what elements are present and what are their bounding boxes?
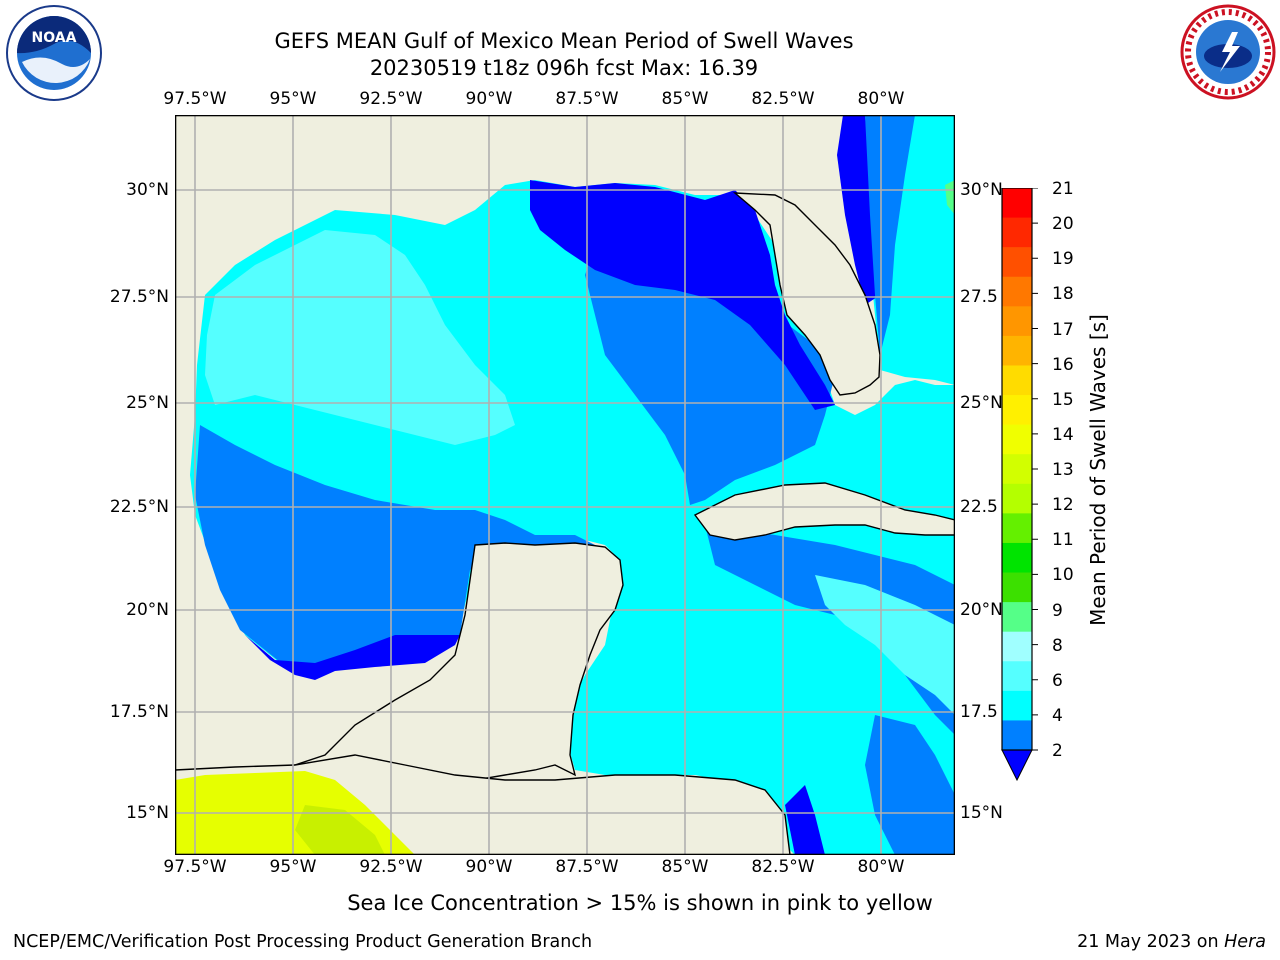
colorbar-segment [1002,542,1032,574]
caribbean-dark-blue [785,785,825,855]
colorbar-segment [1002,483,1032,514]
lat-tick-right: 25°N [960,393,1003,413]
colorbar-segment [1002,690,1032,721]
lon-tick-top: 92.5°W [359,89,423,109]
colorbar-segment [1002,661,1032,692]
noaa-logo-text: NOAA [32,30,77,46]
lon-tick-bottom: 87.5°W [555,857,619,877]
colorbar-tick-label: 4 [1052,705,1063,726]
noaa-logo: NOAA [2,4,106,102]
colorbar-segment [1002,602,1032,633]
colorbar-tick-label: 13 [1052,460,1074,480]
lon-tick-bottom: 90°W [465,857,513,877]
lat-tick-left: 22.5°N [109,497,169,517]
atlantic-mid-blue [865,115,915,355]
colorbar-tick-label: 17 [1052,319,1074,340]
colorbar-segment [1002,247,1032,278]
lon-tick-bottom: 97.5°W [163,857,227,877]
colorbar-extend-arrow [1001,749,1033,782]
colorbar-segment [1002,424,1032,455]
map-frame [175,115,955,855]
colorbar-tick-label: 18 [1052,284,1074,305]
lon-tick-bottom: 80°W [857,857,905,877]
lon-tick-top: 87.5°W [555,89,619,109]
colorbar-segment [1002,454,1032,485]
lat-tick-right: 17.5 [960,702,998,722]
caribbean-mid-blue [705,525,955,735]
footer-producer: NCEP/EMC/Verification Post Processing Pr… [13,932,593,952]
colorbar-tick-label: 6 [1052,670,1063,691]
footer-date: 21 May 2023 on Hera [1077,932,1266,952]
chart-title: GEFS MEAN Gulf of Mexico Mean Period of … [274,29,854,53]
colorbar-segment [1002,572,1032,603]
lat-tick-right: 20°N [960,600,1003,620]
dark-blue-campeche [245,635,460,680]
colorbar-tick-label: 11 [1052,530,1074,551]
colorbar-tick-label: 20 [1052,214,1074,235]
colorbar-tick-label: 19 [1052,249,1074,270]
florida-land [732,192,881,396]
lat-tick-left: 27.5°N [109,287,169,307]
lat-tick-right: 22.5 [960,497,998,517]
dark-blue-northeast [530,180,835,410]
colorbar-segment [1002,631,1032,662]
colorbar-segment [1002,395,1032,426]
colorbar-ticks: 21 20 19 18 17 16 15 14 13 12 11 10 9 8 6 4 2 [1052,179,1112,779]
lat-tick-left: 17.5°N [109,702,169,722]
colorbar-tick-label: 9 [1052,600,1063,621]
graticule [175,115,955,855]
lon-tick-top: 82.5°W [751,89,815,109]
lat-tick-left: 25°N [126,393,169,413]
cuba-land [693,482,955,541]
map-plot [175,115,955,855]
lon-tick-bottom: 95°W [269,857,317,877]
lat-tick-right: 30°N [960,180,1003,200]
colorbar [1000,188,1040,784]
colorbar-segment [1002,513,1032,544]
chart-subtitle: 20230519 t18z 096h fcst Max: 16.39 [369,56,759,80]
mid-blue-west [195,425,595,670]
mid-blue-east [585,235,835,505]
colorbar-segment [1002,306,1032,337]
colorbar-tick-label: 21 [1052,179,1074,199]
colorbar-tick-label: 14 [1052,424,1074,445]
footer-date-text: 21 May 2023 on [1077,932,1225,952]
lat-tick-left: 15°N [126,803,169,823]
colorbar-segment [1002,276,1032,307]
lon-tick-bottom: 85°W [661,857,709,877]
lat-tick-right: 27.5 [960,287,998,307]
caribbean-mid-blue-south [865,715,955,855]
atlantic-green-patch [945,180,955,215]
colorbar-tick-label: 2 [1052,741,1063,761]
colorbar-segment [1002,720,1032,751]
atlantic-dark-blue [837,115,880,305]
lat-tick-right: 15°N [960,803,1003,823]
colorbar-segment [1002,335,1032,366]
colorbar-label: Mean Period of Swell Waves [s] [1086,314,1110,626]
footer-host: Hera [1224,932,1266,952]
nws-logo [1178,4,1278,100]
lon-tick-top: 97.5°W [163,89,227,109]
lon-tick-top: 80°W [857,89,905,109]
lon-tick-top: 85°W [661,89,709,109]
pacific-green-patch [295,805,385,855]
colorbar-segment [1002,217,1032,248]
colorbar-tick-label: 8 [1052,635,1063,656]
lon-tick-bottom: 92.5°W [359,857,423,877]
lat-tick-left: 20°N [126,600,169,620]
light-cyan-zone [205,230,515,445]
sea-ice-note: Sea Ice Concentration > 15% is shown in … [347,891,933,915]
lon-tick-top: 95°W [269,89,317,109]
colorbar-segment [1002,188,1032,219]
colorbar-tick-label: 12 [1052,495,1074,516]
colorbar-tick-label: 16 [1052,354,1074,375]
colorbar-tick-label: 15 [1052,389,1074,410]
colorbar-tick-label: 10 [1052,565,1074,586]
colorbar-segment [1002,365,1032,396]
lat-tick-left: 30°N [126,180,169,200]
lon-tick-bottom: 82.5°W [751,857,815,877]
lon-tick-top: 90°W [465,89,513,109]
